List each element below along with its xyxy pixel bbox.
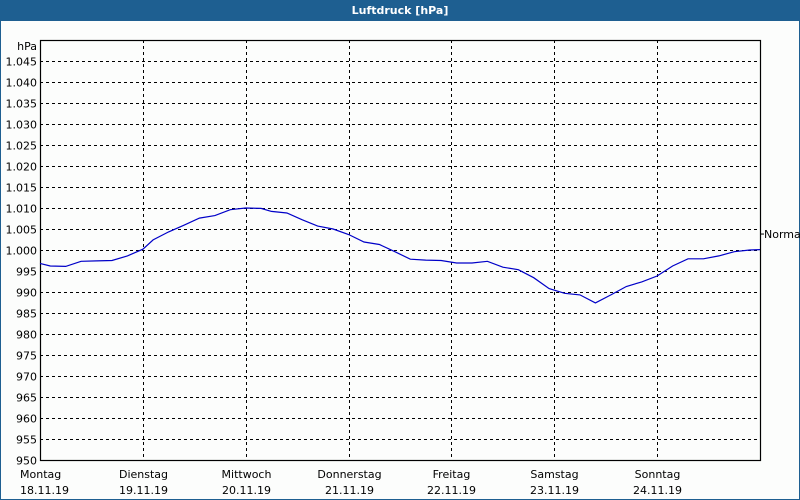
y-tick-label: 980 [16,329,37,342]
x-tick-day: Montag [20,468,61,481]
x-tick-date: 24.11.19 [633,484,682,497]
y-axis-unit: hPa [17,40,37,53]
pressure-line [39,207,761,304]
x-tick-day: Dienstag [119,468,168,481]
x-tick-day: Freitag [433,468,471,481]
y-tick-label: 975 [16,350,37,363]
y-tick-label: 1.020 [6,161,38,174]
x-tick-date: 23.11.19 [530,484,579,497]
normal-label: Normal [764,228,800,241]
y-tick-label: 1.000 [6,245,38,258]
y-tick-label: 1.015 [6,182,38,195]
y-tick-label: 990 [16,287,37,300]
y-tick-label: 950 [16,455,37,468]
x-tick-date: 19.11.19 [119,484,168,497]
y-tick-label: 1.025 [6,140,38,153]
x-tick-day: Sonntag [635,468,681,481]
y-tick-label: 985 [16,308,37,321]
y-tick-label: 995 [16,266,37,279]
x-tick-date: 18.11.19 [20,484,69,497]
y-tick-label: 1.005 [6,224,38,237]
y-tick-label: 1.040 [6,77,38,90]
y-tick-label: 1.030 [6,119,38,132]
x-tick-date: 21.11.19 [325,484,374,497]
y-tick-label: 965 [16,392,37,405]
x-tick-date: 22.11.19 [427,484,476,497]
y-tick-label: 1.010 [6,203,38,216]
x-tick-date: 20.11.19 [222,484,271,497]
y-tick-label: 970 [16,371,37,384]
plot-frame [39,39,762,462]
x-tick-day: Samstag [530,468,578,481]
y-tick-label: 1.045 [6,56,38,69]
y-tick-label: 955 [16,434,37,447]
x-tick-day: Mittwoch [222,468,272,481]
x-tick-day: Donnerstag [317,468,381,481]
y-tick-label: 960 [16,413,37,426]
y-tick-label: 1.035 [6,98,38,111]
chart-title: Luftdruck [hPa] [1,1,799,21]
